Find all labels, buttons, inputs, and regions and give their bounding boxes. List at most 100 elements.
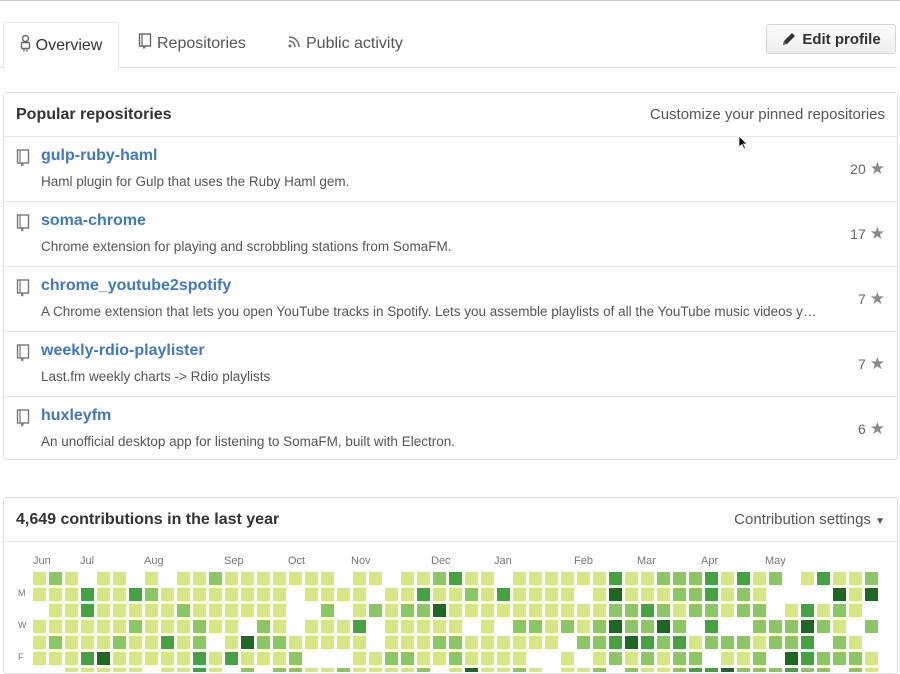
- contribution-day-cell[interactable]: [545, 604, 558, 617]
- contribution-day-cell[interactable]: [609, 572, 622, 585]
- contribution-day-cell[interactable]: [577, 620, 590, 633]
- contribution-day-cell[interactable]: [65, 652, 78, 665]
- edit-profile-button[interactable]: Edit profile: [766, 24, 896, 54]
- tab-overview[interactable]: Overview: [3, 22, 119, 69]
- repo-name-link[interactable]: weekly-rdio-playlister: [41, 342, 205, 359]
- contribution-day-cell[interactable]: [177, 604, 190, 617]
- contribution-day-cell[interactable]: [321, 620, 334, 633]
- contribution-day-cell[interactable]: [705, 620, 718, 633]
- contribution-day-cell[interactable]: [849, 604, 862, 617]
- contribution-day-cell[interactable]: [513, 588, 526, 601]
- contribution-day-cell[interactable]: [433, 668, 446, 672]
- contribution-day-cell[interactable]: [769, 652, 782, 665]
- contribution-day-cell[interactable]: [225, 668, 238, 672]
- contribution-day-cell[interactable]: [289, 668, 302, 672]
- contribution-day-cell[interactable]: [801, 636, 814, 649]
- contribution-day-cell[interactable]: [97, 636, 110, 649]
- contribution-day-cell[interactable]: [97, 604, 110, 617]
- contribution-day-cell[interactable]: [369, 620, 382, 633]
- contribution-day-cell[interactable]: [209, 572, 222, 585]
- contribution-day-cell[interactable]: [801, 652, 814, 665]
- contribution-day-cell[interactable]: [385, 588, 398, 601]
- contribution-day-cell[interactable]: [401, 604, 414, 617]
- contribution-day-cell[interactable]: [241, 572, 254, 585]
- contribution-day-cell[interactable]: [529, 572, 542, 585]
- contribution-day-cell[interactable]: [305, 572, 318, 585]
- contribution-day-cell[interactable]: [161, 572, 174, 585]
- contribution-day-cell[interactable]: [305, 652, 318, 665]
- contribution-day-cell[interactable]: [529, 636, 542, 649]
- contribution-day-cell[interactable]: [81, 652, 94, 665]
- contribution-day-cell[interactable]: [49, 588, 62, 601]
- contribution-day-cell[interactable]: [705, 636, 718, 649]
- contribution-day-cell[interactable]: [353, 588, 366, 601]
- contribution-day-cell[interactable]: [257, 652, 270, 665]
- contribution-day-cell[interactable]: [849, 588, 862, 601]
- contribution-day-cell[interactable]: [401, 668, 414, 672]
- contribution-day-cell[interactable]: [449, 652, 462, 665]
- contribution-day-cell[interactable]: [305, 604, 318, 617]
- contribution-day-cell[interactable]: [673, 620, 686, 633]
- contribution-day-cell[interactable]: [705, 588, 718, 601]
- contribution-day-cell[interactable]: [33, 588, 46, 601]
- contribution-day-cell[interactable]: [817, 572, 830, 585]
- contribution-day-cell[interactable]: [817, 620, 830, 633]
- contribution-day-cell[interactable]: [225, 636, 238, 649]
- contribution-day-cell[interactable]: [401, 572, 414, 585]
- contribution-day-cell[interactable]: [417, 636, 430, 649]
- contribution-day-cell[interactable]: [145, 620, 158, 633]
- contribution-day-cell[interactable]: [497, 668, 510, 672]
- contribution-day-cell[interactable]: [129, 636, 142, 649]
- contribution-day-cell[interactable]: [689, 572, 702, 585]
- contribution-day-cell[interactable]: [625, 620, 638, 633]
- contribution-day-cell[interactable]: [769, 604, 782, 617]
- contribution-day-cell[interactable]: [353, 572, 366, 585]
- contribution-day-cell[interactable]: [769, 588, 782, 601]
- contribution-day-cell[interactable]: [305, 620, 318, 633]
- contribution-day-cell[interactable]: [753, 668, 766, 672]
- contribution-day-cell[interactable]: [225, 588, 238, 601]
- contribution-day-cell[interactable]: [321, 572, 334, 585]
- contribution-day-cell[interactable]: [305, 668, 318, 672]
- contribution-day-cell[interactable]: [305, 588, 318, 601]
- contribution-day-cell[interactable]: [625, 636, 638, 649]
- contribution-day-cell[interactable]: [593, 668, 606, 672]
- contribution-day-cell[interactable]: [33, 572, 46, 585]
- contribution-day-cell[interactable]: [737, 604, 750, 617]
- contribution-day-cell[interactable]: [689, 604, 702, 617]
- contribution-day-cell[interactable]: [593, 604, 606, 617]
- contribution-day-cell[interactable]: [689, 588, 702, 601]
- contribution-day-cell[interactable]: [465, 620, 478, 633]
- contribution-day-cell[interactable]: [161, 620, 174, 633]
- contribution-day-cell[interactable]: [273, 588, 286, 601]
- contribution-day-cell[interactable]: [193, 636, 206, 649]
- contribution-day-cell[interactable]: [625, 668, 638, 672]
- contribution-day-cell[interactable]: [721, 668, 734, 672]
- contribution-day-cell[interactable]: [337, 636, 350, 649]
- contribution-day-cell[interactable]: [785, 652, 798, 665]
- contribution-day-cell[interactable]: [337, 652, 350, 665]
- contribution-day-cell[interactable]: [865, 588, 878, 601]
- contribution-day-cell[interactable]: [513, 636, 526, 649]
- contribution-day-cell[interactable]: [353, 636, 366, 649]
- contribution-day-cell[interactable]: [625, 572, 638, 585]
- contribution-day-cell[interactable]: [849, 620, 862, 633]
- contribution-day-cell[interactable]: [577, 636, 590, 649]
- contribution-day-cell[interactable]: [465, 572, 478, 585]
- contribution-day-cell[interactable]: [753, 636, 766, 649]
- contribution-day-cell[interactable]: [577, 604, 590, 617]
- contribution-day-cell[interactable]: [225, 572, 238, 585]
- contribution-day-cell[interactable]: [449, 604, 462, 617]
- contribution-day-cell[interactable]: [465, 636, 478, 649]
- contribution-day-cell[interactable]: [833, 604, 846, 617]
- contribution-day-cell[interactable]: [481, 588, 494, 601]
- contribution-day-cell[interactable]: [257, 636, 270, 649]
- contribution-day-cell[interactable]: [401, 652, 414, 665]
- contribution-day-cell[interactable]: [321, 604, 334, 617]
- contribution-day-cell[interactable]: [241, 588, 254, 601]
- contribution-day-cell[interactable]: [673, 588, 686, 601]
- contribution-day-cell[interactable]: [849, 572, 862, 585]
- contribution-day-cell[interactable]: [449, 588, 462, 601]
- contribution-day-cell[interactable]: [177, 572, 190, 585]
- contribution-day-cell[interactable]: [609, 636, 622, 649]
